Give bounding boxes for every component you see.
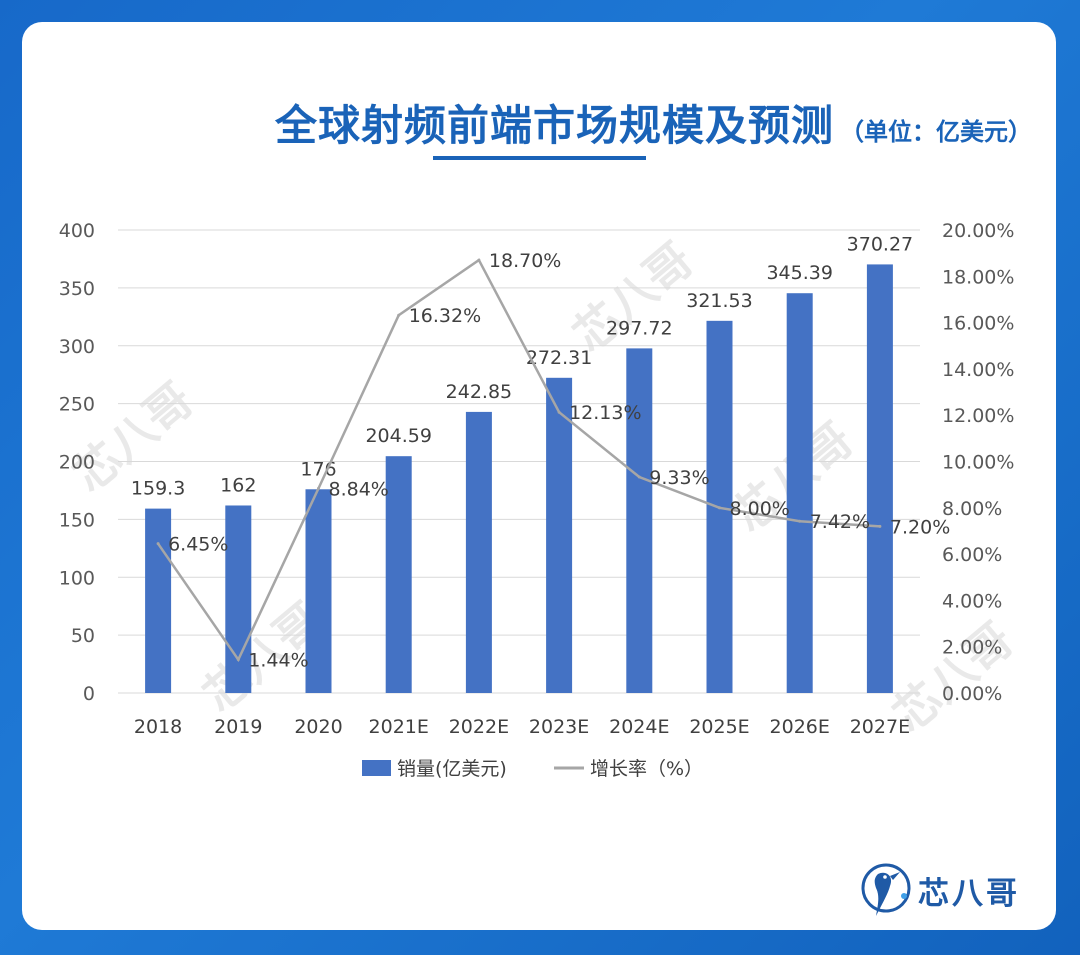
line-value-label: 1.44% [248,650,308,672]
y-right-tick-label: 12.00% [942,405,1014,427]
y-right-tick-label: 8.00% [942,498,1002,520]
bar-value-label: 345.39 [766,262,832,284]
y-right-tick-label: 0.00% [942,683,1002,705]
line-point [878,524,882,528]
title-block: 全球射频前端市场规模及预测 （单位：亿美元） [22,92,1056,153]
y-right-tick-label: 6.00% [942,544,1002,566]
x-tick-label: 2022E [449,716,509,738]
x-tick-label: 2020 [294,716,342,738]
title-underline [433,156,646,160]
y-right-tick-label: 4.00% [942,590,1002,612]
x-tick-label: 2027E [850,716,910,738]
x-tick-label: 2024E [609,716,669,738]
line-point [718,506,721,510]
y-right-tick-label: 2.00% [942,637,1002,659]
y-left-tick-label: 150 [59,509,95,531]
growth-rate-line [157,258,880,663]
x-tick-label: 2026E [770,716,830,738]
line-point [236,658,240,662]
legend-bar-swatch [362,760,391,776]
bar [385,456,412,693]
line-value-label: 8.84% [329,478,389,500]
chart-card: 全球射频前端市场规模及预测（单位：亿美元） 芯八哥 芯八哥 芯八哥 芯八哥 芯八… [22,22,1056,930]
line-point [397,313,401,317]
line-point [477,258,481,262]
bar-value-label: 204.59 [365,425,431,447]
y-right-tick-label: 10.00% [942,452,1014,474]
bar [866,264,893,693]
bar-value-label: 242.85 [446,381,512,403]
bar [465,411,492,693]
line-value-label: 7.20% [890,516,950,538]
bird-logo-icon [861,863,911,916]
legend-line-label: 增长率（%） [590,758,703,780]
line-value-label: 16.32% [409,305,481,327]
x-tick-label: 2025E [689,716,749,738]
unit-note: （单位：亿美元） [840,118,1032,146]
line-point [317,486,320,490]
bar-value-label: 297.72 [606,317,672,339]
line-point [156,542,160,546]
y-left-tick-label: 50 [71,625,95,647]
y-left-tick-label: 0 [83,683,95,705]
y-left-tick-label: 400 [59,220,95,242]
x-tick-label: 2023E [529,716,589,738]
bar [546,377,573,693]
line-value-label: 6.45% [168,534,228,556]
x-tick-label: 2021E [369,716,429,738]
bar [626,348,653,693]
y-left-tick-label: 200 [59,452,95,474]
bar [786,293,813,693]
y-right-tick-label: 14.00% [942,359,1014,381]
y-left-tick-label: 100 [59,567,95,589]
line-value-label: 7.42% [810,511,870,533]
line-value-label: 18.70% [489,250,561,272]
y-right-tick-label: 20.00% [942,220,1014,242]
page-title: 全球射频前端市场规模及预测 [274,101,834,150]
line-point [637,475,641,479]
bar-value-label: 321.53 [686,290,752,312]
line-value-label: 9.33% [649,467,709,489]
brand-logo-text: 芯八哥 [918,876,1020,912]
bar-value-label: 272.31 [526,347,592,369]
bar-value-label: 159.3 [131,478,185,500]
y-right-tick-label: 18.00% [942,266,1014,288]
line-point [798,519,802,523]
y-left-tick-label: 250 [59,394,95,416]
legend-bar-label: 销量(亿美元) [397,758,507,780]
line-value-label: 12.13% [569,402,641,424]
y-right-tick-label: 16.00% [942,313,1014,335]
x-tick-label: 2019 [214,716,262,738]
line-value-label: 8.00% [730,498,790,520]
y-left-tick-label: 300 [59,336,95,358]
bar [145,508,172,693]
line-point [557,410,561,414]
bar [305,489,332,693]
bar-value-label: 162 [220,474,256,496]
combo-chart: 0 50 100 150 200 250 300 350 400 0.00% 2.00% 4.00% 6… [59,220,1015,780]
y-left-tick-label: 350 [59,278,95,300]
bar-value-label: 370.27 [847,233,913,255]
x-tick-label: 2018 [134,716,182,738]
bar-value-label: 176 [300,458,336,480]
